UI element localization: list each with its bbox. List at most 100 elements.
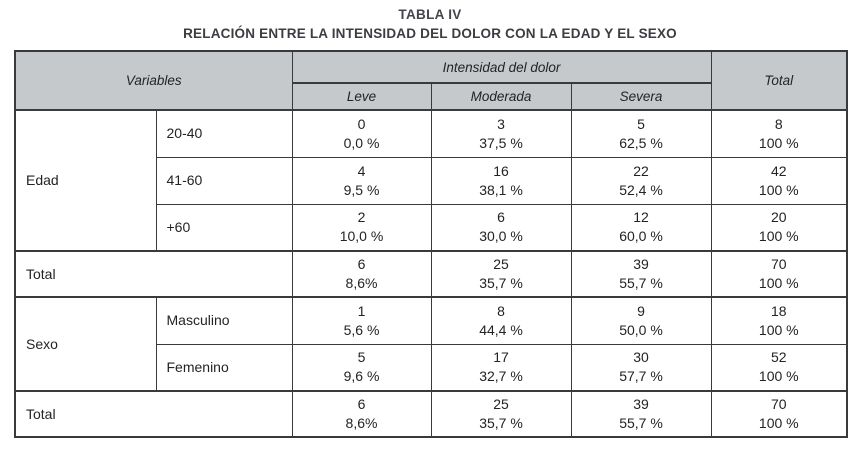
- total-label: Total: [14, 250, 293, 298]
- cell-count: 8: [774, 115, 783, 132]
- cell-count: 6: [357, 396, 366, 413]
- cell-leve: 0 0,0 %: [291, 109, 432, 158]
- cell-total: 70 100 %: [710, 250, 848, 298]
- cell-count: 18: [770, 302, 787, 319]
- cell-percent: 62,5 %: [619, 134, 663, 151]
- cell-percent: 55,7 %: [619, 415, 663, 431]
- table-title: TABLA IV: [398, 7, 462, 22]
- cell-count: 5: [357, 349, 366, 366]
- cell-total: 52 100 %: [710, 343, 848, 392]
- header-moderada: Moderada: [430, 82, 572, 111]
- cell-moderada: 8 44,4 %: [430, 296, 572, 345]
- cell-percent: 9,5 %: [343, 181, 380, 198]
- cell-count: 0: [357, 115, 366, 132]
- cell-moderada: 25 35,7 %: [430, 390, 572, 438]
- data-table: Variables Intensidad del dolor Total Lev…: [14, 50, 849, 438]
- cell-percent: 30,0 %: [479, 228, 523, 245]
- cell-percent: 35,7 %: [479, 275, 523, 291]
- cell-percent: 55,7 %: [619, 275, 663, 291]
- cell-percent: 60,0 %: [619, 228, 663, 245]
- cell-severa: 39 55,7 %: [570, 250, 712, 298]
- cell-count: 5: [637, 115, 645, 132]
- table-row-sexo-masculino: Sexo Masculino 1 5,6 % 8 44,4 % 9 50,0 % 18…: [14, 296, 848, 392]
- header-variables: Variables: [14, 50, 293, 111]
- row-label-60plus: +60: [155, 203, 293, 252]
- cell-leve: 1 5,6 %: [291, 296, 432, 345]
- table-subtitle: RELACIÓN ENTRE LA INTENSIDAD DEL DOLOR C…: [183, 26, 677, 41]
- cell-percent: 0,0 %: [343, 134, 380, 151]
- cell-count: 6: [497, 209, 505, 226]
- cell-count: 30: [633, 349, 649, 366]
- cell-severa: 30 57,7 %: [570, 343, 712, 392]
- cell-count: 70: [770, 396, 787, 413]
- table-row-total-sexo: Total 6 8,6% 25 35,7 % 39 55,7 % 70 100 %: [14, 390, 848, 438]
- cell-percent: 37,5 %: [479, 134, 523, 151]
- cell-count: 6: [357, 256, 366, 273]
- cell-percent: 44,4 %: [479, 321, 523, 338]
- cell-percent: 5,6 %: [343, 321, 380, 338]
- cell-severa: 9 50,0 %: [570, 296, 712, 345]
- header-row-2: Leve Moderada Severa: [15, 82, 847, 111]
- table-body: Edad 20-40 0 0,0 % 3 37,5 % 5 62,5 % 8 100 %…: [14, 109, 848, 438]
- cell-percent: 100 %: [758, 415, 799, 431]
- cell-count: 42: [770, 162, 787, 179]
- cell-count: 3: [497, 115, 505, 132]
- cell-moderada: 16 38,1 %: [430, 156, 572, 205]
- cell-percent: 52,4 %: [619, 181, 663, 198]
- cell-percent: 9,6 %: [343, 368, 380, 385]
- table-caption: TABLA IV RELACIÓN ENTRE LA INTENSIDAD DE…: [0, 0, 860, 41]
- cell-count: 9: [637, 302, 645, 319]
- row-label-femenino: Femenino: [155, 343, 293, 392]
- header-severa: Severa: [570, 82, 712, 111]
- cell-total: 42 100 %: [710, 156, 848, 205]
- table-row-total-edad: Total 6 8,6% 25 35,7 % 39 55,7 % 70 100 %: [14, 250, 848, 298]
- cell-count: 25: [493, 396, 509, 413]
- cell-percent: 57,7 %: [619, 368, 663, 385]
- cell-count: 39: [633, 396, 649, 413]
- cell-count: 16: [493, 162, 509, 179]
- cell-percent: 100 %: [758, 321, 799, 338]
- cell-count: 52: [770, 349, 787, 366]
- cell-count: 39: [633, 256, 649, 273]
- cell-percent: 32,7 %: [479, 368, 523, 385]
- table-row-edad-20-40: Edad 20-40 0 0,0 % 3 37,5 % 5 62,5 % 8 100 %: [14, 109, 848, 252]
- header-row-1: Variables Intensidad del dolor Total: [14, 50, 848, 111]
- cell-total: 20 100 %: [710, 203, 848, 252]
- cell-count: 2: [357, 209, 366, 226]
- cell-percent: 35,7 %: [479, 415, 523, 431]
- cell-moderada: 25 35,7 %: [430, 250, 572, 298]
- cell-leve: 6 8,6%: [291, 390, 432, 438]
- cell-leve: 4 9,5 %: [291, 156, 432, 205]
- cell-percent: 100 %: [758, 275, 799, 291]
- group-label-sexo: Sexo: [14, 296, 157, 392]
- cell-moderada: 3 37,5 %: [430, 109, 572, 158]
- row-label-41-60: 41-60: [155, 156, 293, 205]
- cell-moderada: 17 32,7 %: [430, 343, 572, 392]
- cell-percent: 10,0 %: [339, 228, 384, 245]
- table-header: Variables Intensidad del dolor Total Lev…: [14, 50, 848, 111]
- cell-count: 22: [633, 162, 649, 179]
- cell-percent: 100 %: [758, 181, 799, 198]
- table-row-edad-41-60: 41-60 4 9,5 % 16 38,1 % 22 52,4 % 42 100 %: [15, 156, 848, 205]
- cell-percent: 100 %: [758, 134, 799, 151]
- cell-count: 25: [493, 256, 509, 273]
- cell-count: 1: [357, 302, 366, 319]
- cell-percent: 50,0 %: [619, 321, 663, 338]
- cell-severa: 39 55,7 %: [570, 390, 712, 438]
- cell-total: 70 100 %: [710, 390, 848, 438]
- cell-severa: 12 60,0 %: [570, 203, 712, 252]
- cell-count: 4: [357, 162, 366, 179]
- cell-leve: 2 10,0 %: [291, 203, 432, 252]
- header-leve: Leve: [291, 82, 432, 111]
- cell-count: 70: [770, 256, 787, 273]
- group-label-edad: Edad: [14, 109, 157, 252]
- cell-count: 17: [493, 349, 509, 366]
- cell-count: 12: [633, 209, 649, 226]
- total-label: Total: [14, 390, 293, 438]
- cell-total: 8 100 %: [710, 109, 848, 158]
- cell-percent: 8,6%: [345, 275, 378, 291]
- header-total: Total: [710, 50, 848, 111]
- cell-percent: 8,6%: [345, 415, 378, 431]
- cell-percent: 38,1 %: [479, 181, 523, 198]
- row-label-20-40: 20-40: [155, 109, 293, 158]
